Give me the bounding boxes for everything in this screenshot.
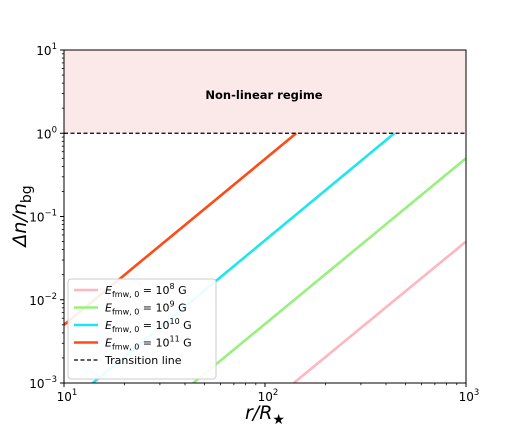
y-tick-label-2: 10−1 — [29, 209, 57, 225]
y-tick-label-1: 10−2 — [29, 292, 57, 308]
y-axis-label: Δn/nbg — [9, 185, 35, 248]
legend-label-1: Efmw, 0 = 109 G — [105, 300, 187, 317]
x-tick-label-0: 101 — [57, 388, 78, 404]
y-tick-label-3: 100 — [36, 125, 57, 141]
legend-box — [67, 278, 217, 380]
x-axis-label-main: r/R — [245, 402, 272, 424]
legend-label-transition: Transition line — [104, 354, 182, 367]
legend-label-0: Efmw, 0 = 108 G — [105, 282, 187, 299]
x-axis-label: r/R★ — [245, 402, 285, 428]
x-tick-label-2: 103 — [459, 388, 480, 404]
x-axis-label-sub: ★ — [272, 412, 285, 428]
x-tick-label-1: 102 — [258, 388, 279, 404]
ticks: 101 102 103 10−3 10−2 10−1 100 101 — [29, 42, 479, 404]
series-line-1 — [192, 157, 466, 383]
nonlinear-region — [64, 50, 466, 134]
legend-label-3: Efmw, 0 = 1011 G — [105, 335, 192, 352]
region-label: Non-linear regime — [205, 88, 322, 102]
y-tick-label-4: 101 — [36, 42, 57, 58]
y-tick-label-0: 10−3 — [29, 375, 57, 391]
y-axis-label-sub: bg — [19, 185, 35, 203]
y-axis-label-main: Δn/n — [9, 203, 31, 248]
legend-label-2: Efmw, 0 = 1010 G — [105, 317, 192, 334]
series-line-0 — [292, 240, 466, 383]
